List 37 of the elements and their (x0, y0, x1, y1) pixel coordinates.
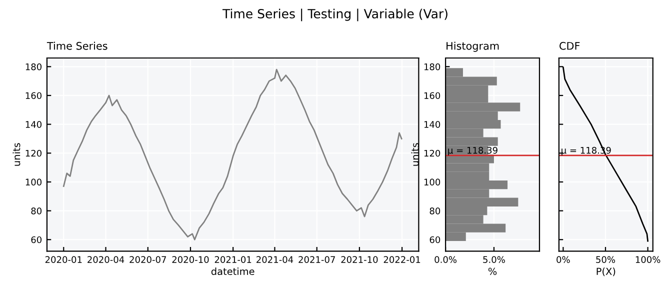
x-tick-label: 50% (596, 256, 616, 263)
x-tick-label: 0.0% (434, 256, 457, 263)
y-tick-label: 60 (31, 236, 42, 244)
x-tick-label: 2022-01 (384, 256, 420, 263)
x-tick-label: 2020-01 (45, 256, 82, 263)
x-axis-title: P(X) (596, 268, 616, 276)
x-tick-label: 2020-04 (88, 256, 124, 263)
y-axis-title: units (12, 143, 20, 166)
x-tick-label: 100% (636, 256, 660, 263)
y-tick-label: 180 (26, 63, 42, 70)
x-axis-title: datetime (211, 268, 254, 276)
y-tick-label: 100 (424, 178, 440, 186)
x-tick-label: 2021-01 (214, 256, 252, 263)
chart-title: CDF (560, 42, 580, 50)
y-tick-label: 180 (424, 63, 440, 70)
x-tick-label: 2021-04 (256, 256, 294, 263)
x-tick-label: 2021-10 (341, 256, 378, 263)
x-tick-label: 2020-07 (130, 256, 166, 263)
x-tick-label: 5.0% (483, 256, 505, 263)
y-tick-label: 160 (424, 92, 440, 100)
chart-title: Histogram (446, 42, 499, 52)
x-axis-title: % (488, 268, 497, 276)
x-tick-label: 0% (556, 256, 570, 263)
y-tick-label: 140 (424, 121, 440, 128)
chart-title: Time Series (46, 42, 108, 50)
y-tick-label: 60 (430, 236, 440, 244)
x-tick-label: 2020-10 (172, 256, 209, 263)
y-tick-label: 100 (26, 178, 42, 186)
y-tick-label: 120 (424, 150, 440, 157)
y-tick-label: 160 (26, 92, 42, 100)
y-tick-label: 140 (26, 121, 42, 128)
y-tick-label: 120 (26, 150, 42, 157)
y-axis-title: units (411, 143, 419, 166)
y-tick-label: 80 (31, 208, 42, 214)
x-tick-label: 2021-07 (298, 256, 335, 263)
y-tick-label: 80 (430, 208, 440, 214)
text: Time Series | Testing | Variable (Var) (222, 8, 448, 22)
